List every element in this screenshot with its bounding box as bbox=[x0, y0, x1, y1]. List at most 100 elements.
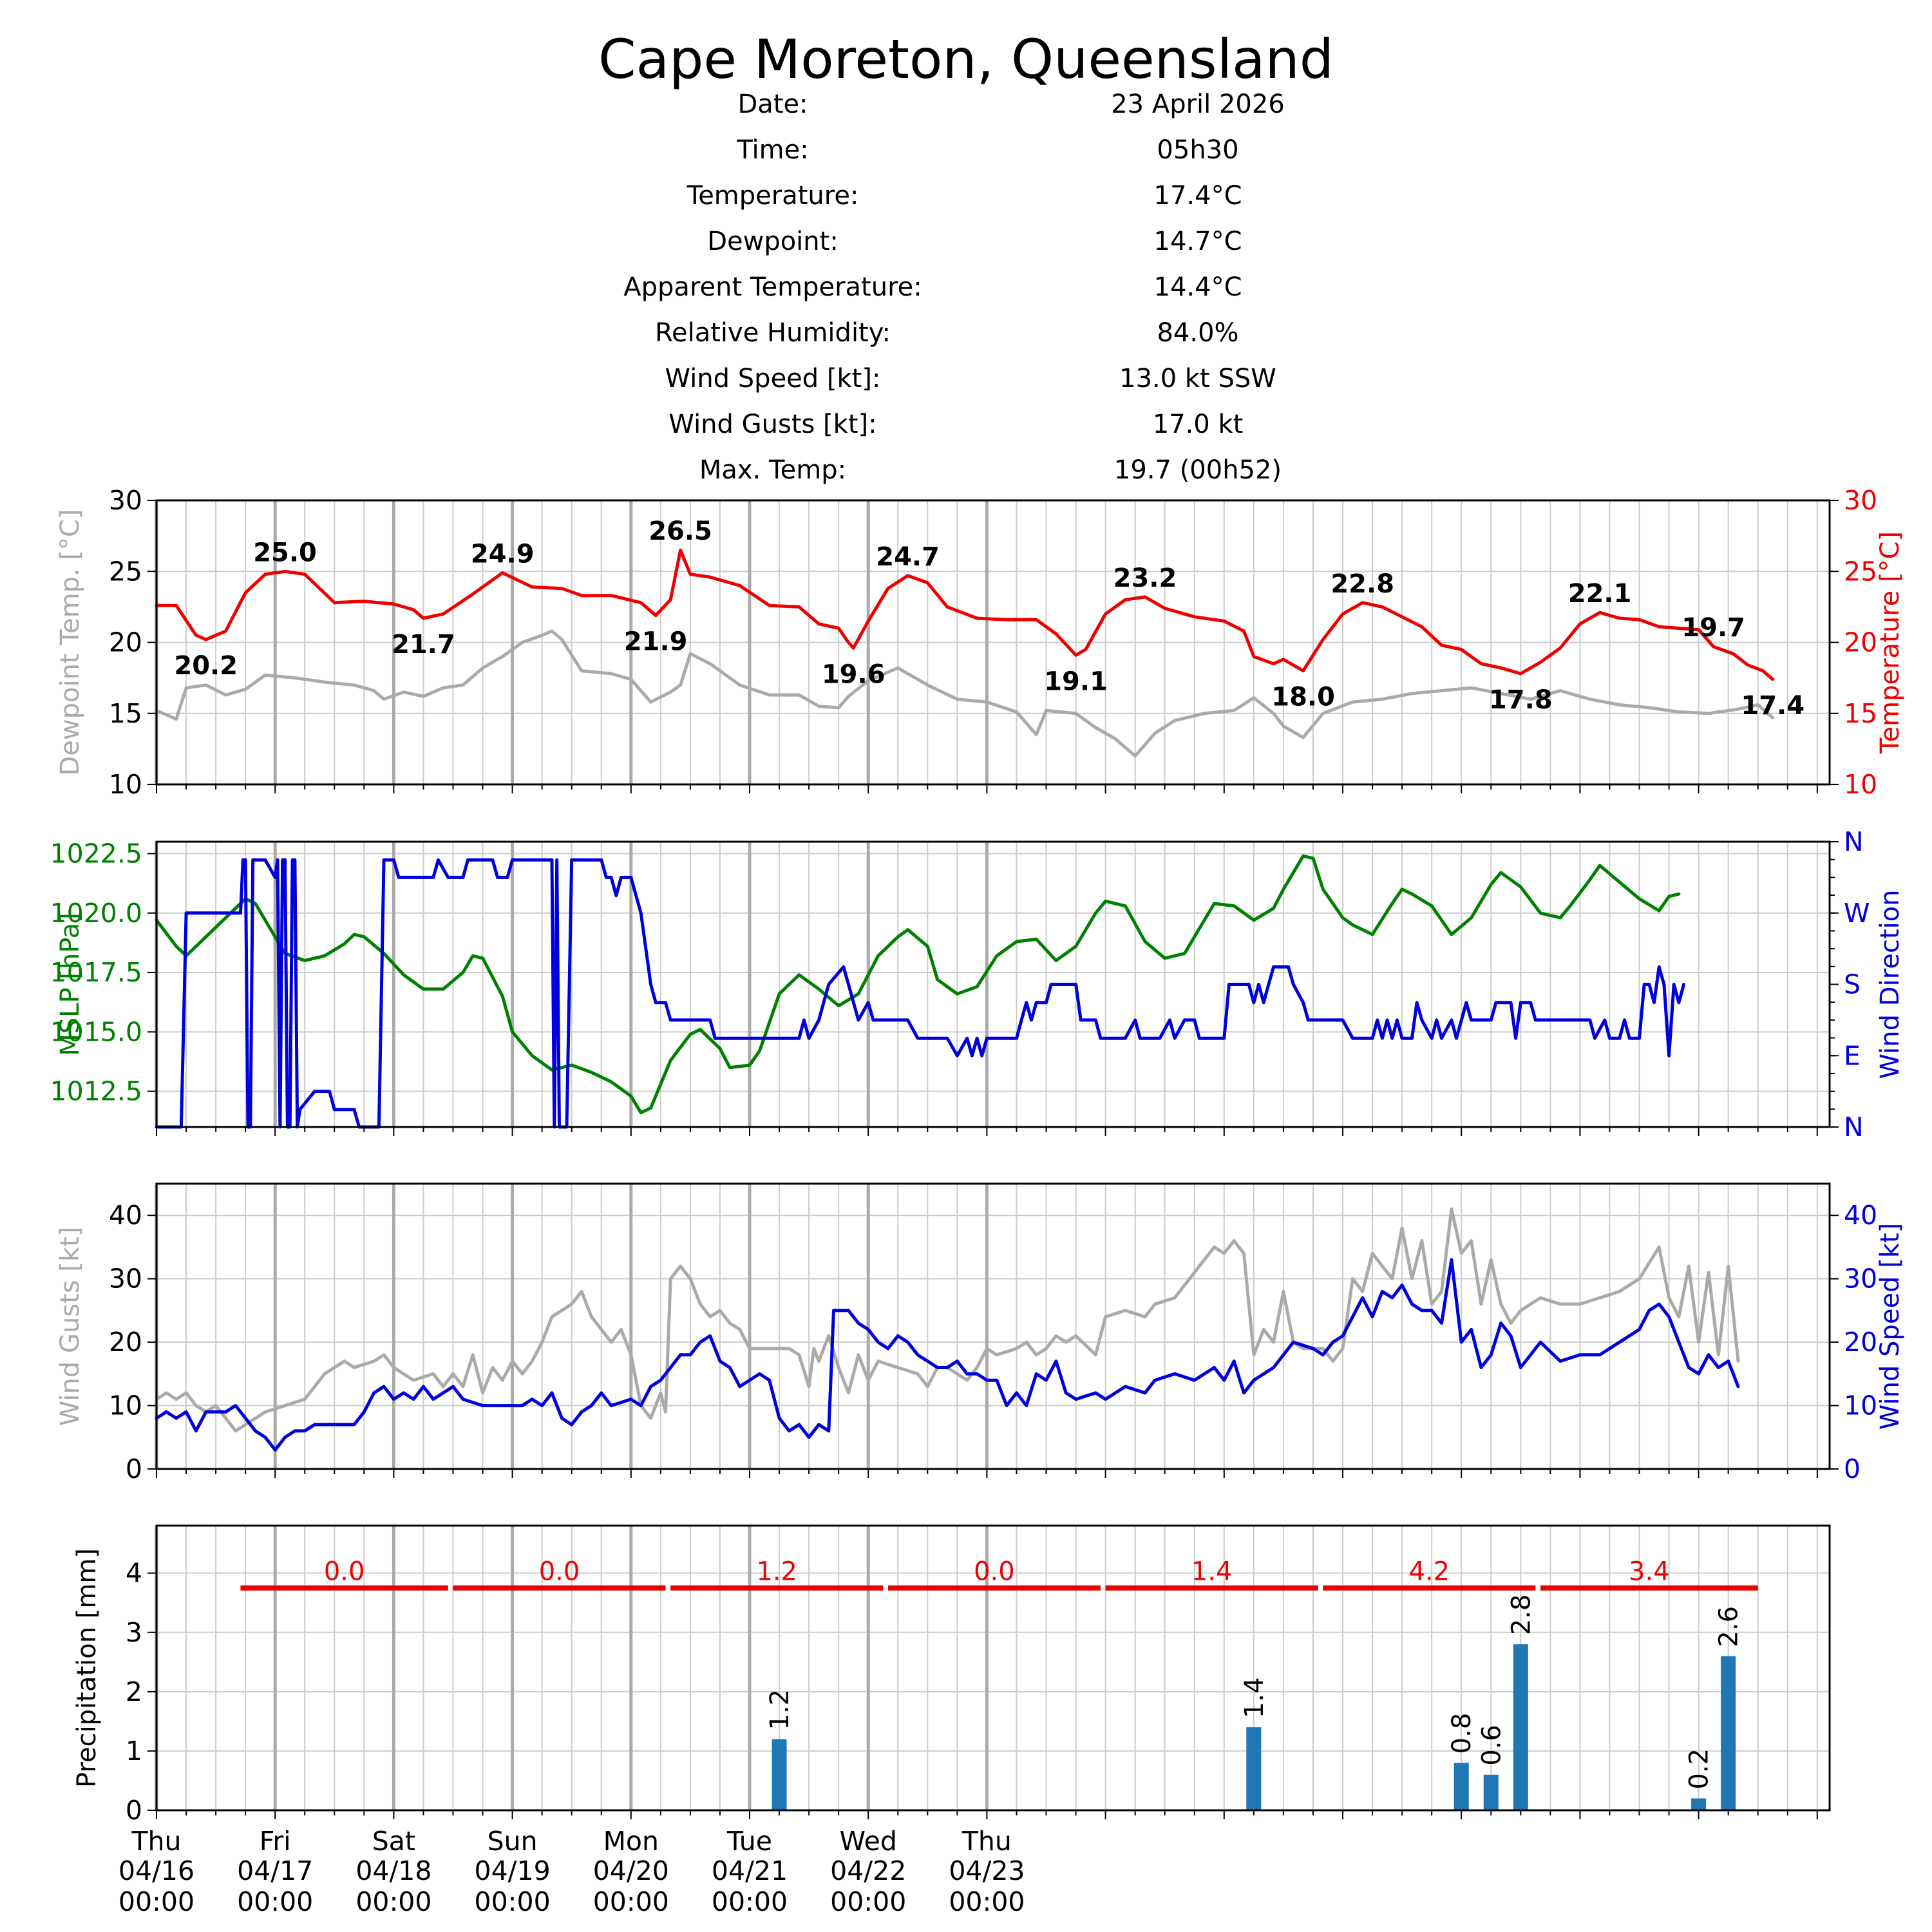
info-label: Date: bbox=[737, 90, 808, 119]
precipitation-bar-label: 1.4 bbox=[1240, 1677, 1269, 1718]
y-axis-label-left: MSLP [hPa] bbox=[55, 913, 85, 1056]
y-tick-label-right: 20 bbox=[1844, 627, 1877, 658]
x-tick-label-time: 00:00 bbox=[712, 1886, 788, 1917]
x-tick-label-time: 00:00 bbox=[237, 1886, 313, 1917]
info-value: 84.0% bbox=[1157, 318, 1239, 348]
precipitation-bar-label: 2.8 bbox=[1506, 1595, 1536, 1636]
x-tick-label-day: Mon bbox=[603, 1826, 659, 1857]
temperature-extreme-label: 19.1 bbox=[1044, 667, 1108, 696]
x-tick-label-day: Fri bbox=[260, 1826, 291, 1857]
y-tick-label-left: 20 bbox=[109, 627, 142, 658]
temperature-extreme-label: 26.5 bbox=[649, 516, 712, 546]
x-tick-label-time: 00:00 bbox=[475, 1886, 551, 1917]
y-tick-label-right: 15 bbox=[1844, 698, 1877, 729]
temperature-extreme-label: 18.0 bbox=[1271, 683, 1335, 712]
daily-total-label: 4.2 bbox=[1409, 1557, 1450, 1587]
x-tick-label-date: 04/19 bbox=[475, 1855, 551, 1886]
y-tick-label-left: 3 bbox=[126, 1617, 142, 1648]
y-tick-label-right: W bbox=[1844, 898, 1870, 929]
y-axis-label-left: Precipitation [mm] bbox=[72, 1548, 102, 1788]
daily-total-label: 0.0 bbox=[974, 1557, 1015, 1587]
daily-total-label: 3.4 bbox=[1629, 1557, 1670, 1587]
info-value: 05h30 bbox=[1157, 135, 1239, 165]
x-tick-label-day: Tue bbox=[726, 1826, 772, 1857]
y-tick-label-right: 25 bbox=[1844, 556, 1877, 587]
y-tick-label-left: 1017.5 bbox=[50, 957, 142, 988]
wind-speed-series-line bbox=[155, 1258, 1740, 1452]
y-tick-label-right: 10 bbox=[1844, 769, 1877, 800]
x-tick-label-time: 00:00 bbox=[118, 1886, 194, 1917]
y-tick-label-left: 1012.5 bbox=[50, 1076, 142, 1107]
precipitation-bar bbox=[1691, 1798, 1707, 1810]
y-tick-label-right: 40 bbox=[1844, 1200, 1877, 1231]
precipitation-bar bbox=[1721, 1656, 1736, 1810]
y-tick-label-right: N bbox=[1844, 1112, 1864, 1142]
temperature-extreme-label: 23.2 bbox=[1113, 564, 1177, 593]
precipitation-bar bbox=[1454, 1763, 1469, 1810]
info-label: Wind Speed [kt]: bbox=[665, 364, 881, 393]
x-tick-label-date: 04/18 bbox=[355, 1855, 431, 1886]
x-tick-label-day: Sun bbox=[488, 1826, 538, 1857]
x-tick-label-date: 04/20 bbox=[593, 1855, 669, 1886]
daily-total-label: 1.4 bbox=[1191, 1557, 1233, 1587]
y-tick-label-left: 0 bbox=[126, 1795, 142, 1826]
wind-gusts-series-line bbox=[155, 1207, 1740, 1433]
y-tick-label-right: 20 bbox=[1844, 1327, 1877, 1358]
y-tick-label-left: 30 bbox=[109, 485, 142, 516]
y-axis-label-right: Temperature [°C] bbox=[1875, 531, 1905, 754]
daily-total-label: 1.2 bbox=[756, 1557, 797, 1587]
info-label: Max. Temp: bbox=[699, 455, 847, 485]
y-tick-label-left: 20 bbox=[109, 1327, 142, 1358]
x-tick-label-date: 04/22 bbox=[830, 1855, 906, 1886]
x-tick-label-day: Thu bbox=[961, 1826, 1012, 1857]
temperature-extreme-label: 21.7 bbox=[392, 630, 455, 659]
info-value: 13.0 kt SSW bbox=[1119, 364, 1276, 393]
temperature-extreme-label: 17.8 bbox=[1489, 685, 1553, 715]
precipitation-bar bbox=[1483, 1774, 1499, 1810]
x-tick-label-day: Sat bbox=[372, 1826, 415, 1857]
plot-frame bbox=[155, 840, 1831, 1128]
temperature-extreme-label: 22.1 bbox=[1568, 579, 1632, 609]
y-tick-label-right: 0 bbox=[1844, 1454, 1861, 1484]
y-tick-label-left: 1020.0 bbox=[50, 898, 142, 929]
x-tick-label-time: 00:00 bbox=[593, 1886, 669, 1917]
precipitation-bar bbox=[1513, 1644, 1528, 1810]
y-tick-label-right: E bbox=[1844, 1040, 1861, 1071]
x-tick-label-time: 00:00 bbox=[949, 1886, 1025, 1917]
info-value: 17.0 kt bbox=[1152, 410, 1244, 439]
precipitation-bar-label: 0.2 bbox=[1685, 1748, 1714, 1790]
precipitation-bar-label: 0.8 bbox=[1447, 1713, 1477, 1754]
x-tick-label-date: 04/23 bbox=[949, 1855, 1025, 1886]
info-label: Wind Gusts [kt]: bbox=[668, 410, 877, 439]
info-value: 23 April 2026 bbox=[1111, 90, 1285, 119]
temperature-extreme-label: 21.9 bbox=[624, 627, 688, 657]
x-tick-label-time: 00:00 bbox=[830, 1886, 906, 1917]
chart-title: Cape Moreton, Queensland bbox=[598, 28, 1334, 91]
y-axis-label-right: Wind Speed [kt] bbox=[1875, 1223, 1905, 1430]
y-tick-label-right: 30 bbox=[1844, 485, 1877, 516]
precipitation-bar-label: 1.2 bbox=[765, 1689, 795, 1730]
info-value: 19.7 (00h52) bbox=[1113, 455, 1282, 485]
x-tick-label-date: 04/21 bbox=[712, 1855, 788, 1886]
temperature-extreme-label: 20.2 bbox=[174, 651, 238, 681]
info-label: Dewpoint: bbox=[707, 227, 838, 256]
temperature-extreme-label: 24.7 bbox=[876, 542, 940, 572]
y-axis-label-left: Wind Gusts [kt] bbox=[55, 1227, 85, 1426]
y-tick-label-left: 4 bbox=[126, 1558, 142, 1589]
info-value: 14.4°C bbox=[1153, 272, 1242, 302]
mslp-series-line bbox=[155, 854, 1681, 1115]
daily-total-label: 0.0 bbox=[539, 1557, 580, 1587]
info-label: Time: bbox=[737, 135, 809, 165]
y-tick-label-left: 2 bbox=[126, 1676, 142, 1707]
y-tick-label-left: 30 bbox=[109, 1264, 142, 1294]
y-tick-label-right: 30 bbox=[1844, 1264, 1877, 1294]
y-tick-label-left: 1022.5 bbox=[50, 838, 142, 869]
y-tick-label-left: 25 bbox=[109, 556, 142, 587]
y-tick-label-left: 10 bbox=[109, 769, 142, 800]
y-tick-label-left: 15 bbox=[109, 698, 142, 729]
info-label: Relative Humidity: bbox=[655, 318, 891, 348]
plot-frame bbox=[155, 1524, 1831, 1812]
temperature-extreme-label: 22.8 bbox=[1331, 569, 1394, 599]
precipitation-bar bbox=[1246, 1727, 1262, 1810]
